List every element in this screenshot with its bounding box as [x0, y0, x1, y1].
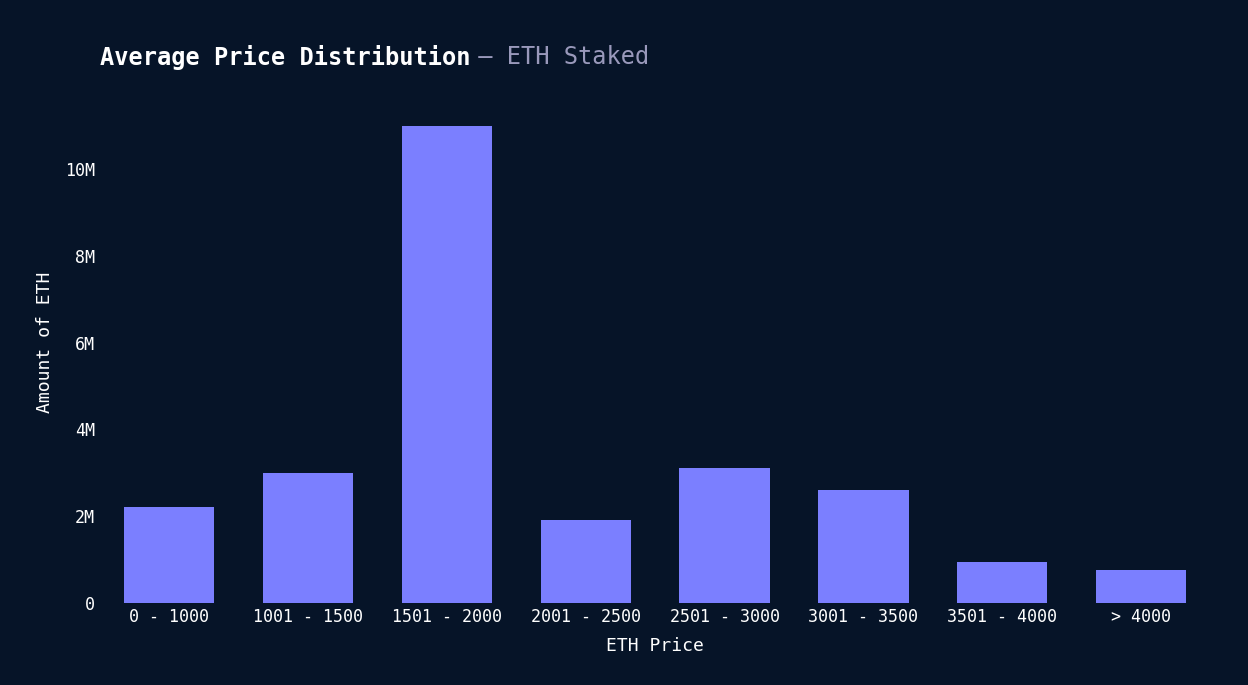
Y-axis label: Amount of ETH: Amount of ETH	[36, 272, 54, 413]
Bar	[819, 490, 909, 603]
Bar	[957, 562, 1047, 603]
Bar	[1096, 570, 1187, 603]
Bar	[124, 508, 215, 603]
Bar	[402, 125, 492, 603]
Bar	[263, 473, 353, 603]
Bar	[540, 521, 631, 603]
Text: Average Price Distribution: Average Price Distribution	[100, 45, 470, 69]
Text: – ETH Staked: – ETH Staked	[464, 45, 649, 68]
Bar	[679, 469, 770, 603]
X-axis label: ETH Price: ETH Price	[607, 637, 704, 655]
